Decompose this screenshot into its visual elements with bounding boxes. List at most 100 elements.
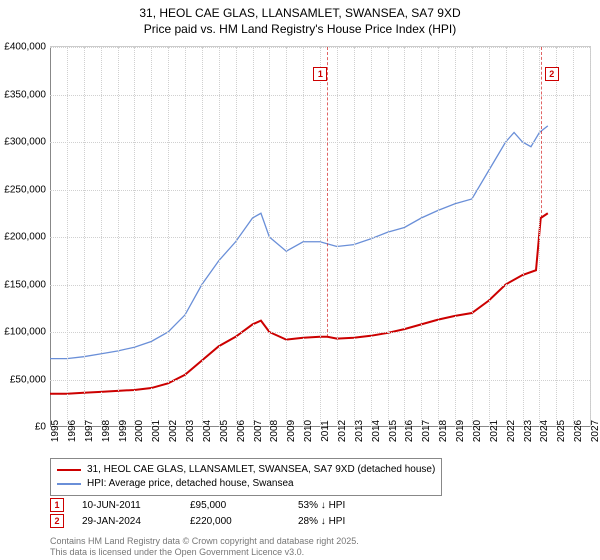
y-tick-label: £300,000 xyxy=(4,137,46,148)
gridline-v xyxy=(556,47,557,427)
marker-line-1 xyxy=(327,47,328,337)
gridline-v xyxy=(337,47,338,427)
x-tick-label: 2026 xyxy=(573,420,584,442)
event-price: £95,000 xyxy=(190,500,280,511)
y-tick-label: £100,000 xyxy=(4,327,46,338)
gridline-v xyxy=(134,47,135,427)
x-tick-label: 1995 xyxy=(50,420,61,442)
y-tick-label: £400,000 xyxy=(4,42,46,53)
x-tick-label: 2000 xyxy=(134,420,145,442)
marker-box-2: 2 xyxy=(545,67,559,81)
gridline-v xyxy=(320,47,321,427)
x-tick-label: 2015 xyxy=(388,420,399,442)
y-tick-label: £50,000 xyxy=(10,374,46,385)
event-marker: 1 xyxy=(50,498,64,512)
x-tick-label: 2021 xyxy=(489,420,500,442)
gridline-v xyxy=(523,47,524,427)
x-tick-label: 2008 xyxy=(269,420,280,442)
gridline-v xyxy=(421,47,422,427)
x-tick-label: 2024 xyxy=(539,420,550,442)
legend: 31, HEOL CAE GLAS, LLANSAMLET, SWANSEA, … xyxy=(50,458,442,496)
x-tick-label: 2014 xyxy=(371,420,382,442)
series-price_paid xyxy=(50,213,548,394)
x-tick-label: 2007 xyxy=(253,420,264,442)
gridline-v xyxy=(118,47,119,427)
legend-row-price: 31, HEOL CAE GLAS, LLANSAMLET, SWANSEA, … xyxy=(57,463,435,477)
gridline-v xyxy=(590,47,591,427)
gridline-v xyxy=(168,47,169,427)
x-tick-label: 2012 xyxy=(337,420,348,442)
x-tick-label: 2020 xyxy=(472,420,483,442)
event-delta: 53% ↓ HPI xyxy=(298,500,388,511)
x-tick-label: 2005 xyxy=(219,420,230,442)
footer: Contains HM Land Registry data © Crown c… xyxy=(50,536,359,558)
legend-label-hpi: HPI: Average price, detached house, Swan… xyxy=(87,477,294,491)
gridline-v xyxy=(236,47,237,427)
x-tick-label: 2023 xyxy=(523,420,534,442)
x-tick-label: 2022 xyxy=(506,420,517,442)
x-tick-label: 2010 xyxy=(303,420,314,442)
gridline-v xyxy=(269,47,270,427)
x-tick-label: 1999 xyxy=(118,420,129,442)
y-tick-label: £150,000 xyxy=(4,279,46,290)
chart-title: 31, HEOL CAE GLAS, LLANSAMLET, SWANSEA, … xyxy=(0,0,600,37)
footer-line-1: Contains HM Land Registry data © Crown c… xyxy=(50,536,359,547)
x-tick-label: 2004 xyxy=(202,420,213,442)
gridline-v xyxy=(253,47,254,427)
x-tick-label: 2002 xyxy=(168,420,179,442)
event-marker: 2 xyxy=(50,514,64,528)
event-price: £220,000 xyxy=(190,516,280,527)
x-tick-label: 2009 xyxy=(286,420,297,442)
x-tick-label: 2018 xyxy=(438,420,449,442)
gridline-v xyxy=(489,47,490,427)
event-row: 2 29-JAN-2024 £220,000 28% ↓ HPI xyxy=(50,514,388,528)
x-tick-label: 1998 xyxy=(101,420,112,442)
x-tick-label: 2001 xyxy=(151,420,162,442)
event-row: 1 10-JUN-2011 £95,000 53% ↓ HPI xyxy=(50,498,388,512)
event-table: 1 10-JUN-2011 £95,000 53% ↓ HPI 2 29-JAN-2024… xyxy=(50,498,388,530)
gridline-v xyxy=(438,47,439,427)
gridline-v xyxy=(286,47,287,427)
legend-row-hpi: HPI: Average price, detached house, Swan… xyxy=(57,477,435,491)
gridline-v xyxy=(455,47,456,427)
legend-label-price: 31, HEOL CAE GLAS, LLANSAMLET, SWANSEA, … xyxy=(87,463,435,477)
x-tick-label: 2027 xyxy=(590,420,600,442)
gridline-v xyxy=(84,47,85,427)
event-date: 10-JUN-2011 xyxy=(82,500,172,511)
x-tick-label: 2003 xyxy=(185,420,196,442)
x-tick-label: 1996 xyxy=(67,420,78,442)
x-tick-label: 2019 xyxy=(455,420,466,442)
legend-swatch-price xyxy=(57,469,81,471)
title-line-1: 31, HEOL CAE GLAS, LLANSAMLET, SWANSEA, … xyxy=(0,6,600,22)
x-tick-label: 2006 xyxy=(236,420,247,442)
x-tick-label: 2011 xyxy=(320,420,331,442)
footer-line-2: This data is licensed under the Open Gov… xyxy=(50,547,359,558)
gridline-v xyxy=(151,47,152,427)
title-line-2: Price paid vs. HM Land Registry's House … xyxy=(0,22,600,38)
event-date: 29-JAN-2024 xyxy=(82,516,172,527)
gridline-v xyxy=(354,47,355,427)
x-tick-label: 2013 xyxy=(354,420,365,442)
gridline-v xyxy=(404,47,405,427)
y-tick-label: £0 xyxy=(35,422,46,433)
gridline-v xyxy=(472,47,473,427)
gridline-v xyxy=(219,47,220,427)
gridline-v xyxy=(506,47,507,427)
y-tick-label: £350,000 xyxy=(4,89,46,100)
gridline-v xyxy=(303,47,304,427)
event-delta: 28% ↓ HPI xyxy=(298,516,388,527)
gridline-v xyxy=(67,47,68,427)
chart-plot-area: £0£50,000£100,000£150,000£200,000£250,00… xyxy=(50,46,591,427)
x-tick-label: 1997 xyxy=(84,420,95,442)
gridline-v xyxy=(202,47,203,427)
x-tick-label: 2017 xyxy=(421,420,432,442)
series-hpi xyxy=(50,126,548,359)
y-tick-label: £250,000 xyxy=(4,184,46,195)
gridline-v xyxy=(371,47,372,427)
y-tick-label: £200,000 xyxy=(4,232,46,243)
gridline-v xyxy=(101,47,102,427)
x-tick-label: 2016 xyxy=(404,420,415,442)
marker-box-1: 1 xyxy=(313,67,327,81)
legend-swatch-hpi xyxy=(57,483,81,485)
x-tick-label: 2025 xyxy=(556,420,567,442)
